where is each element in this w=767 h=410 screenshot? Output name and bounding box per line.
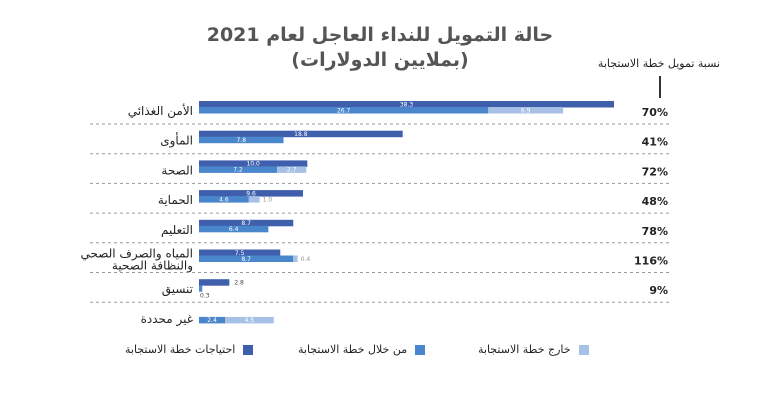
bar-outside-plan [248, 196, 260, 203]
value-label-within-plan: 2.4 [207, 317, 217, 324]
bar-requirements [199, 160, 308, 167]
bar-within-plan [199, 107, 489, 114]
bar-requirements [199, 279, 230, 286]
value-label-requirements: 38.3 [400, 101, 414, 108]
funding-percent: 70% [642, 106, 668, 119]
value-label-requirements: 8.7 [241, 220, 251, 227]
bar-within-plan [199, 316, 226, 324]
value-label-within-plan: 8.7 [241, 256, 251, 263]
funding-percent: 78% [642, 225, 668, 238]
category-label: الحماية [158, 193, 193, 207]
category-label: التعليم [161, 223, 193, 237]
chart-title-line2: (بملايين الدولارات) [291, 49, 469, 71]
funding-percent: 48% [642, 195, 668, 208]
bar-within-plan [199, 255, 294, 262]
funding-percent: 116% [634, 255, 668, 268]
bar-requirements [199, 190, 304, 197]
legend-swatch-requirements [243, 344, 254, 355]
column-header-tick [659, 76, 661, 98]
value-label-within-plan: 7.8 [236, 137, 246, 144]
category-label: والنظافة الصحية [112, 259, 193, 274]
value-label-outside-plan: 2.7 [287, 167, 297, 174]
funding-percent: 41% [642, 136, 668, 149]
category-label: المأوى [160, 132, 193, 149]
value-label-outside-plan: 1.0 [263, 196, 273, 203]
bar-within-plan [199, 136, 284, 144]
bar-requirements [199, 219, 294, 227]
value-label-requirements: 2.8 [234, 280, 244, 287]
value-label-requirements: 9.6 [246, 190, 256, 197]
bar-requirements [199, 249, 281, 256]
category-label: الأمن الغذائي [128, 103, 193, 119]
bar-outside-plan [488, 107, 564, 114]
value-label-within-plan: 6.4 [229, 226, 239, 233]
bar-within-plan [199, 166, 278, 173]
value-label-outside-plan: 4.5 [245, 317, 255, 324]
value-label-requirements: 7.5 [235, 250, 245, 257]
bar-outside-plan [293, 255, 298, 262]
value-label-requirements: 10.0 [246, 161, 260, 168]
chart-title-line1: حالة التمويل للنداء العاجل لعام 2021 [206, 24, 554, 46]
bar-requirements [199, 101, 614, 108]
legend-item-outside-plan: خارج خطة الاستجابة [478, 343, 589, 356]
value-label-outside-plan: 0.4 [301, 256, 311, 263]
bar-outside-plan [225, 316, 274, 324]
category-label: تنسيق [162, 282, 193, 297]
bar-within-plan [199, 285, 203, 292]
category-label: غير محددة [141, 312, 193, 327]
funding-percent: 9% [649, 284, 668, 297]
funding-percent: 72% [642, 165, 668, 178]
legend-label-within-plan: من خلال خطة الاستجابة [298, 343, 408, 356]
legend-label-requirements: احتياجات خطة الاستجابة [125, 343, 236, 356]
legend-item-within-plan: من خلال خطة الاستجابة [298, 343, 426, 356]
value-label-outside-plan: 6.9 [521, 107, 531, 114]
category-label: الصحة [161, 163, 193, 177]
legend-label-outside-plan: خارج خطة الاستجابة [478, 343, 571, 356]
value-label-requirements: 18.8 [294, 131, 308, 138]
bar-within-plan [199, 225, 269, 233]
bar-requirements [199, 130, 403, 138]
bar-within-plan [199, 196, 249, 203]
value-label-within-plan: 7.2 [233, 167, 243, 174]
bar-outside-plan [277, 166, 307, 173]
legend-swatch-within-plan [415, 344, 426, 355]
value-label-within-plan: 4.6 [219, 196, 229, 203]
legend-item-requirements: احتياجات خطة الاستجابة [125, 343, 254, 356]
value-label-within-plan: 26.7 [337, 107, 351, 114]
funding-percent-column-header: نسبة تمويل خطة الاستجابة [597, 57, 720, 70]
category-label: المياه والصرف الصحي [80, 247, 193, 262]
legend-swatch-outside-plan [578, 344, 589, 355]
value-label-within-plan: 0.3 [200, 293, 210, 300]
